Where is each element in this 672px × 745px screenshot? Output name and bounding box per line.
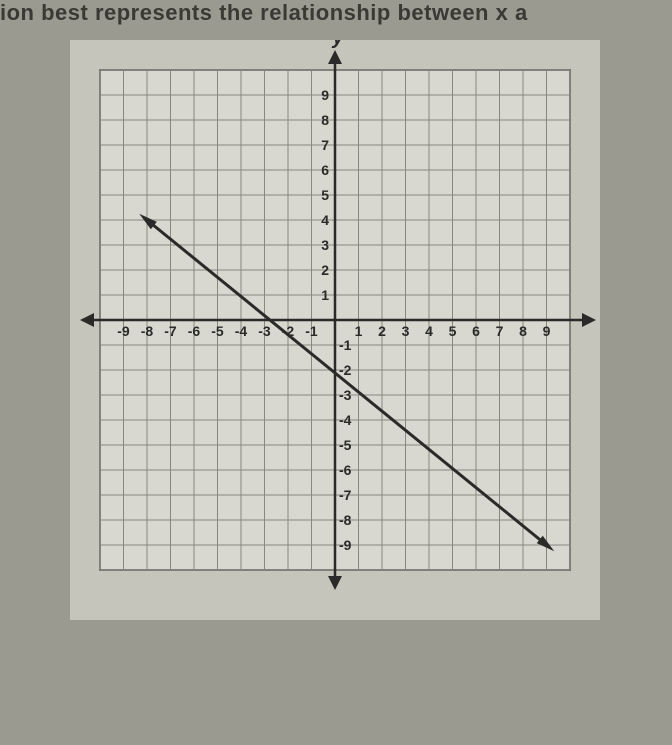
svg-text:7: 7: [321, 137, 329, 153]
svg-text:4: 4: [321, 212, 329, 228]
svg-text:8: 8: [519, 323, 527, 339]
svg-text:2: 2: [378, 323, 386, 339]
svg-text:5: 5: [449, 323, 457, 339]
svg-text:-7: -7: [339, 487, 352, 503]
svg-text:-4: -4: [235, 323, 248, 339]
svg-text:3: 3: [321, 237, 329, 253]
svg-text:6: 6: [472, 323, 480, 339]
svg-text:-2: -2: [339, 362, 352, 378]
svg-text:-8: -8: [339, 512, 352, 528]
svg-text:-5: -5: [339, 437, 352, 453]
coordinate-plane-chart: -9-8-7-6-5-4-3-2-1123456789-9-8-7-6-5-4-…: [70, 40, 600, 620]
svg-text:-7: -7: [164, 323, 177, 339]
svg-text:-8: -8: [141, 323, 154, 339]
svg-text:9: 9: [321, 87, 329, 103]
svg-text:-3: -3: [258, 323, 271, 339]
svg-text:1: 1: [321, 287, 329, 303]
svg-text:5: 5: [321, 187, 329, 203]
svg-text:3: 3: [402, 323, 410, 339]
svg-text:7: 7: [496, 323, 504, 339]
svg-text:y: y: [331, 40, 344, 49]
svg-text:9: 9: [543, 323, 551, 339]
svg-text:2: 2: [321, 262, 329, 278]
svg-text:4: 4: [425, 323, 433, 339]
svg-text:-4: -4: [339, 412, 352, 428]
svg-text:8: 8: [321, 112, 329, 128]
svg-text:6: 6: [321, 162, 329, 178]
svg-text:-9: -9: [117, 323, 130, 339]
svg-text:-1: -1: [305, 323, 318, 339]
svg-text:-3: -3: [339, 387, 352, 403]
svg-text:-9: -9: [339, 537, 352, 553]
svg-text:1: 1: [355, 323, 363, 339]
chart-svg: -9-8-7-6-5-4-3-2-1123456789-9-8-7-6-5-4-…: [70, 40, 600, 620]
svg-text:-6: -6: [339, 462, 352, 478]
svg-text:-5: -5: [211, 323, 224, 339]
svg-text:-6: -6: [188, 323, 201, 339]
question-header: ion best represents the relationship bet…: [0, 0, 528, 26]
svg-text:-1: -1: [339, 337, 352, 353]
